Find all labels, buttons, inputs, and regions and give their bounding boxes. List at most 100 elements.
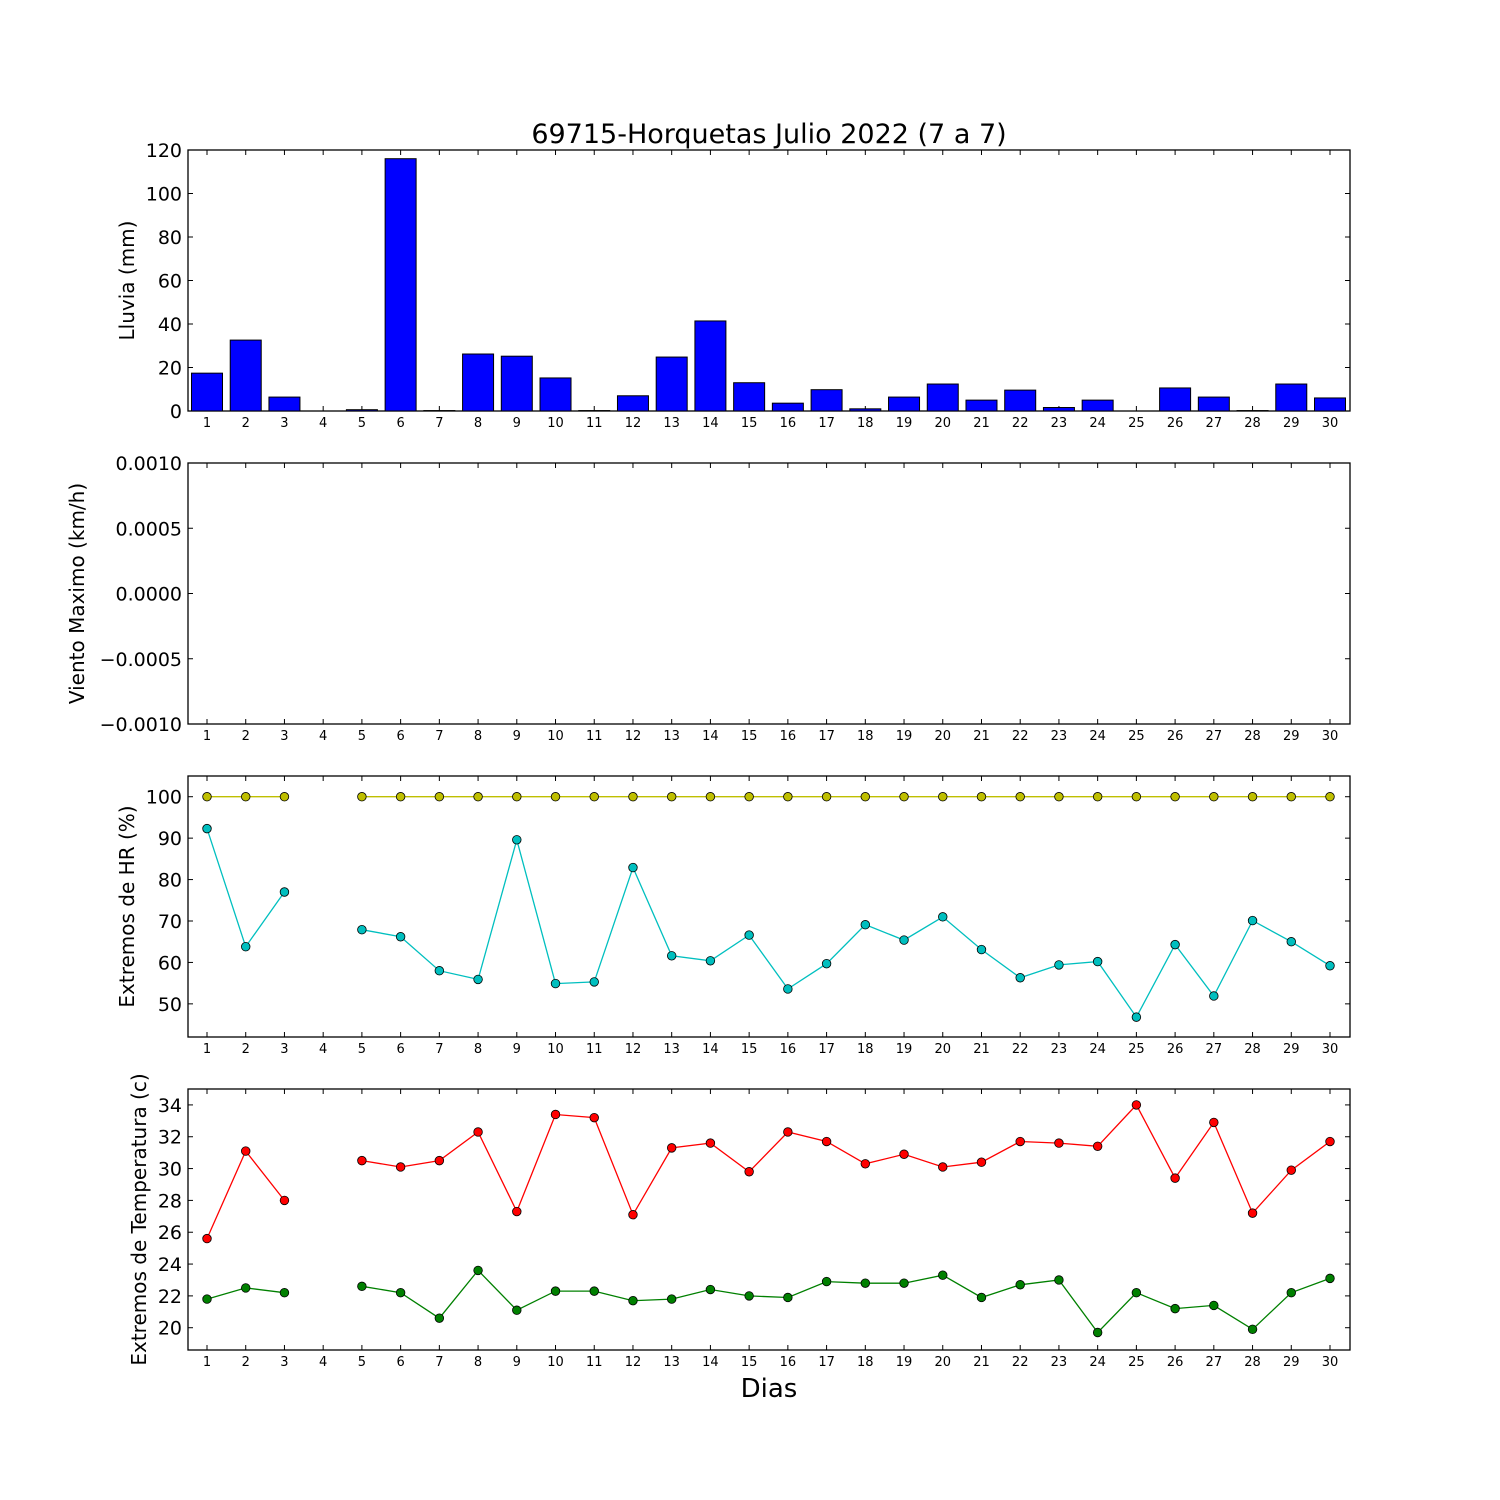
rain-bar (616, 395, 649, 412)
x-tick-label: 26 (1167, 729, 1184, 744)
data-point (1092, 956, 1103, 967)
data-point (241, 792, 251, 802)
data-point (938, 792, 948, 802)
data-point (628, 1210, 638, 1220)
data-point (473, 974, 483, 985)
x-tick-label: 29 (1283, 1042, 1300, 1057)
data-point (1325, 1273, 1335, 1284)
data-point (976, 1157, 987, 1167)
x-tick-label: 10 (547, 729, 564, 744)
rain-bar (539, 377, 572, 412)
x-tick-label: 21 (973, 416, 990, 431)
y-tick-label: 90 (158, 828, 182, 850)
data-point (705, 1138, 716, 1148)
x-tick-label: 30 (1322, 1042, 1339, 1057)
x-tick-label: 1 (203, 1355, 211, 1370)
series-line (206, 828, 1331, 1019)
data-point (628, 1295, 638, 1306)
plot-frame (187, 149, 1351, 412)
data-point (1325, 961, 1335, 971)
data-point (473, 1265, 483, 1276)
data-point (1015, 1136, 1025, 1147)
data-point (512, 835, 522, 845)
rain-bar (462, 353, 495, 412)
data-point (357, 925, 367, 935)
data-point (938, 1162, 948, 1172)
x-tick-label: 6 (396, 416, 404, 431)
y-tick-label: 0.0000 (116, 584, 182, 606)
x-tick-label: 27 (1206, 729, 1223, 744)
data-point (1325, 792, 1335, 802)
x-tick-label: 11 (586, 1355, 603, 1370)
data-point (589, 977, 599, 987)
x-tick-label: 26 (1167, 1355, 1184, 1370)
data-point (279, 1288, 290, 1298)
x-tick-label: 26 (1167, 1042, 1184, 1057)
data-point (938, 912, 948, 922)
data-point (1054, 960, 1064, 970)
y-tick-label: 80 (158, 227, 182, 249)
x-tick-label: 24 (1089, 416, 1106, 431)
x-tick-label: 5 (358, 1042, 366, 1057)
x-tick-label: 17 (818, 729, 835, 744)
rain-bar (849, 408, 882, 412)
rain-bar (229, 339, 262, 412)
x-tick-label: 29 (1283, 416, 1300, 431)
data-point (202, 792, 212, 802)
data-point (1131, 1288, 1142, 1298)
y-tick-label: 120 (146, 140, 182, 162)
y-tick-label: −0.0010 (100, 714, 182, 736)
data-point (1286, 937, 1296, 947)
x-tick-label: 11 (586, 1042, 603, 1057)
rain-bar (345, 409, 378, 412)
data-point (628, 792, 638, 802)
x-tick-label: 21 (973, 729, 990, 744)
x-tick-label: 7 (435, 729, 443, 744)
x-tick-label: 2 (242, 1042, 250, 1057)
rain-bar (733, 382, 766, 412)
x-tick-label: 16 (780, 416, 797, 431)
x-tick-label: 1 (203, 1042, 211, 1057)
data-point (744, 792, 754, 802)
data-point (1209, 1300, 1219, 1311)
x-tick-label: 3 (280, 416, 288, 431)
x-tick-label: 13 (663, 729, 680, 744)
x-tick-label: 20 (934, 729, 951, 744)
x-tick-label: 9 (513, 729, 521, 744)
x-tick-label: 19 (896, 1042, 913, 1057)
x-tick-label: 4 (319, 416, 327, 431)
data-point (395, 792, 406, 802)
x-tick-label: 14 (702, 1355, 719, 1370)
rain-bar (655, 356, 688, 412)
x-tick-label: 1 (203, 729, 211, 744)
data-point (705, 1284, 716, 1295)
rain-bar (965, 399, 998, 412)
x-tick-label: 30 (1322, 416, 1339, 431)
data-point (589, 792, 599, 802)
data-point (1054, 792, 1064, 802)
x-tick-label: 5 (358, 1355, 366, 1370)
x-tick-label: 25 (1128, 1042, 1145, 1057)
x-tick-label: 27 (1206, 1042, 1223, 1057)
x-tick-label: 12 (625, 1355, 642, 1370)
x-tick-label: 29 (1283, 729, 1300, 744)
x-tick-label: 18 (857, 416, 874, 431)
data-point (1209, 1117, 1219, 1128)
data-point (976, 944, 987, 955)
rain-bar (694, 320, 727, 412)
x-tick-label: 18 (857, 1042, 874, 1057)
data-point (666, 1294, 677, 1304)
x-tick-label: 2 (242, 416, 250, 431)
data-point (1209, 991, 1219, 1001)
x-tick-label: 12 (625, 729, 642, 744)
x-tick-label: 7 (435, 1042, 443, 1057)
data-point (783, 792, 793, 802)
x-tick-label: 2 (242, 729, 250, 744)
x-tick-label: 20 (934, 1355, 951, 1370)
data-point (783, 1127, 793, 1137)
rain-bar (1081, 399, 1114, 412)
x-tick-label: 13 (663, 1042, 680, 1057)
